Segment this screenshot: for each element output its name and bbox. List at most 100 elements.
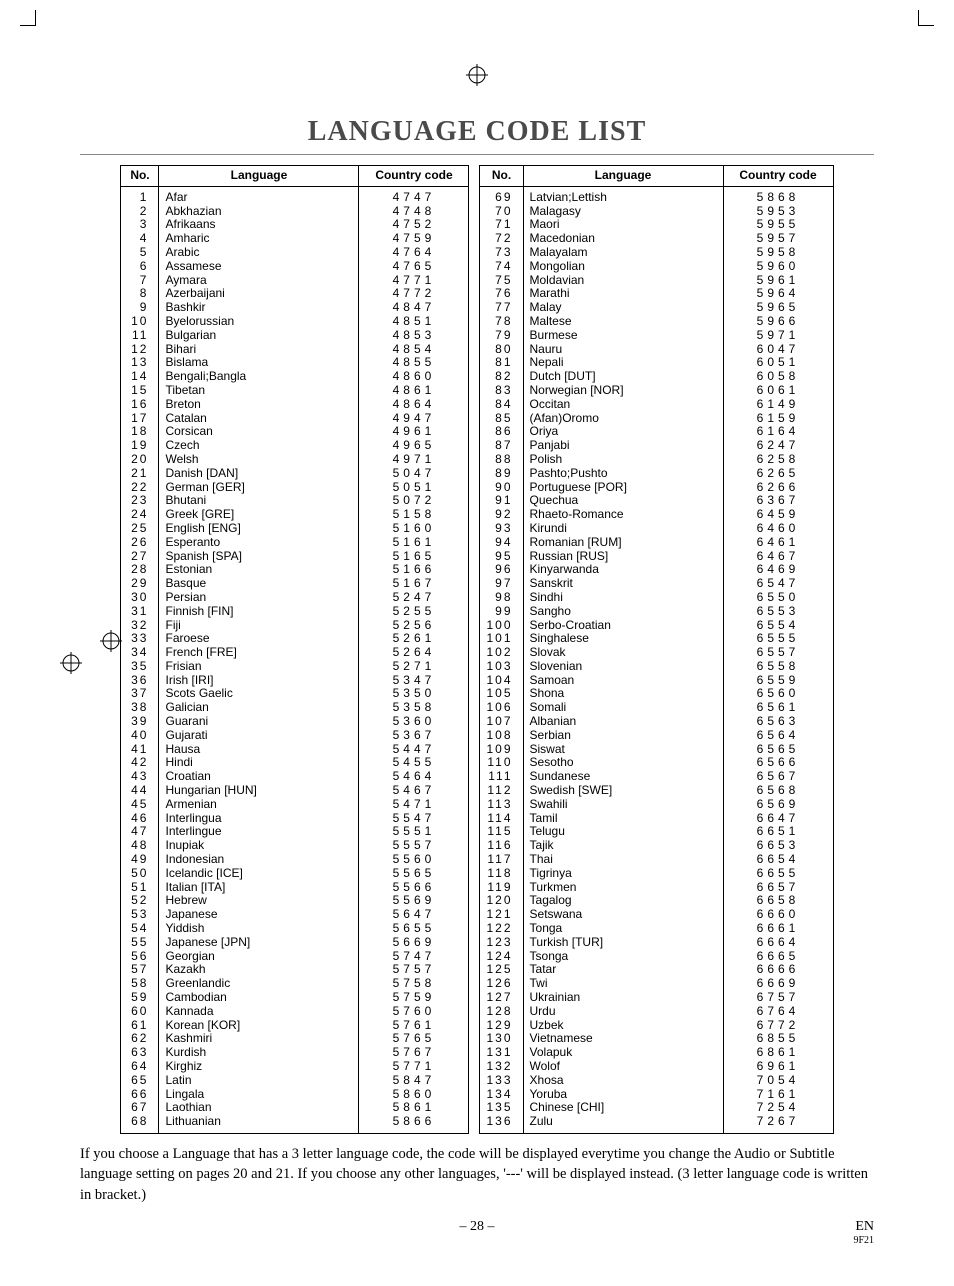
cell-language: Sesotho [523,756,723,770]
cell-language: Bulgarian [159,329,359,343]
cell-language: Singhalese [523,632,723,646]
cell-no: 10 [121,315,159,329]
cell-no: 49 [121,853,159,867]
cell-no: 61 [121,1019,159,1033]
cell-code: 6757 [723,991,833,1005]
cell-no: 125 [480,963,523,977]
page-footer: – 28 – EN 9F21 [80,1219,874,1246]
cell-no: 121 [480,908,523,922]
cell-code: 6658 [723,894,833,908]
header-lang: Language [159,166,359,187]
cell-language: Burmese [523,329,723,343]
cell-no: 38 [121,701,159,715]
cell-no: 48 [121,839,159,853]
cell-no: 40 [121,729,159,743]
cell-language: Aymara [159,274,359,288]
cell-code: 5847 [359,1074,469,1088]
table-row: 33Faroese5261 [121,632,469,646]
header-code: Country code [723,166,833,187]
table-row: 36Irish [IRI]5347 [121,674,469,688]
cell-language: Bashkir [159,301,359,315]
cell-no: 21 [121,467,159,481]
cell-no: 81 [480,356,523,370]
cell-code: 5160 [359,522,469,536]
cell-code: 6764 [723,1005,833,1019]
table-row: 30Persian5247 [121,591,469,605]
cell-no: 90 [480,481,523,495]
cell-no: 39 [121,715,159,729]
cell-language: Kirundi [523,522,723,536]
table-row: 136Zulu7267 [480,1115,833,1133]
table-row: 110Sesotho6566 [480,756,833,770]
tables-row: No. Language Country code 1Afar47472Abkh… [80,165,874,1134]
cell-language: English [ENG] [159,522,359,536]
cell-language: Kannada [159,1005,359,1019]
cell-language: Indonesian [159,853,359,867]
cell-code: 5655 [359,922,469,936]
language-table-left: No. Language Country code 1Afar47472Abkh… [120,165,469,1134]
cell-code: 5247 [359,591,469,605]
table-row: 26Esperanto5161 [121,536,469,550]
cell-code: 5955 [723,218,833,232]
cell-language: Arabic [159,246,359,260]
cell-language: Sangho [523,605,723,619]
cell-code: 6647 [723,812,833,826]
cell-language: Bihari [159,343,359,357]
cell-code: 5565 [359,867,469,881]
cell-code: 6164 [723,425,833,439]
cell-code: 6654 [723,853,833,867]
cell-language: Zulu [523,1115,723,1133]
table-row: 87Panjabi6247 [480,439,833,453]
cell-no: 57 [121,963,159,977]
cell-no: 93 [480,522,523,536]
table-row: 27Spanish [SPA]5165 [121,550,469,564]
cell-no: 54 [121,922,159,936]
cell-language: Malayalam [523,246,723,260]
cell-no: 9 [121,301,159,315]
header-lang: Language [523,166,723,187]
table-row: 130Vietnamese6855 [480,1032,833,1046]
table-row: 80Nauru6047 [480,343,833,357]
cell-code: 5961 [723,274,833,288]
cell-language: Kurdish [159,1046,359,1060]
cell-no: 135 [480,1101,523,1115]
cell-code: 6460 [723,522,833,536]
cell-language: Setswana [523,908,723,922]
cell-code: 5271 [359,660,469,674]
cell-code: 4851 [359,315,469,329]
cell-code: 5072 [359,494,469,508]
cell-no: 73 [480,246,523,260]
cell-no: 35 [121,660,159,674]
cell-code: 5965 [723,301,833,315]
cell-code: 5464 [359,770,469,784]
table-row: 79Burmese5971 [480,329,833,343]
table-row: 40Gujarati5367 [121,729,469,743]
cell-code: 5647 [359,908,469,922]
cell-no: 128 [480,1005,523,1019]
doc-code: 9F21 [814,1235,874,1246]
table-row: 9Bashkir4847 [121,301,469,315]
cell-code: 5757 [359,963,469,977]
cell-no: 52 [121,894,159,908]
cell-code: 6461 [723,536,833,550]
cell-no: 101 [480,632,523,646]
table-row: 96Kinyarwanda6469 [480,563,833,577]
table-row: 103Slovenian6558 [480,660,833,674]
cell-language: Polish [523,453,723,467]
cell-no: 41 [121,743,159,757]
cell-no: 65 [121,1074,159,1088]
table-row: 133Xhosa7054 [480,1074,833,1088]
cell-no: 115 [480,825,523,839]
cell-no: 79 [480,329,523,343]
cell-no: 82 [480,370,523,384]
cell-language: German [GER] [159,481,359,495]
cell-no: 133 [480,1074,523,1088]
page-container: LANGUAGE CODE LIST No. Language Country … [0,0,954,1286]
cell-language: Catalan [159,412,359,426]
cell-language: Albanian [523,715,723,729]
cell-language: Corsican [159,425,359,439]
cell-code: 6665 [723,950,833,964]
footnote-text: If you choose a Language that has a 3 le… [80,1144,874,1205]
cell-code: 5957 [723,232,833,246]
table-row: 121Setswana6660 [480,908,833,922]
